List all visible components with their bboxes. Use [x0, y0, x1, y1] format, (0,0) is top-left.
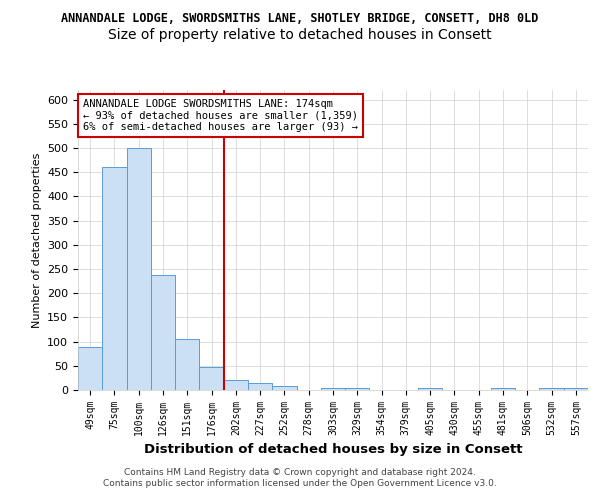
Bar: [224, 380, 248, 390]
Bar: [539, 388, 564, 390]
Bar: [175, 339, 199, 390]
Y-axis label: Number of detached properties: Number of detached properties: [32, 152, 41, 328]
Bar: [491, 388, 515, 390]
Bar: [321, 388, 345, 390]
Bar: [127, 148, 151, 390]
Bar: [151, 276, 175, 390]
Bar: [199, 368, 224, 390]
Bar: [564, 388, 588, 390]
Text: Contains HM Land Registry data © Crown copyright and database right 2024.
Contai: Contains HM Land Registry data © Crown c…: [103, 468, 497, 487]
Text: Size of property relative to detached houses in Consett: Size of property relative to detached ho…: [108, 28, 492, 42]
Bar: [78, 348, 102, 390]
Text: ANNANDALE LODGE SWORDSMITHS LANE: 174sqm
← 93% of detached houses are smaller (1: ANNANDALE LODGE SWORDSMITHS LANE: 174sqm…: [83, 99, 358, 132]
Bar: [102, 168, 127, 390]
Bar: [345, 388, 370, 390]
Bar: [248, 383, 272, 390]
Bar: [418, 388, 442, 390]
X-axis label: Distribution of detached houses by size in Consett: Distribution of detached houses by size …: [144, 444, 522, 456]
Bar: [272, 386, 296, 390]
Text: ANNANDALE LODGE, SWORDSMITHS LANE, SHOTLEY BRIDGE, CONSETT, DH8 0LD: ANNANDALE LODGE, SWORDSMITHS LANE, SHOTL…: [61, 12, 539, 26]
